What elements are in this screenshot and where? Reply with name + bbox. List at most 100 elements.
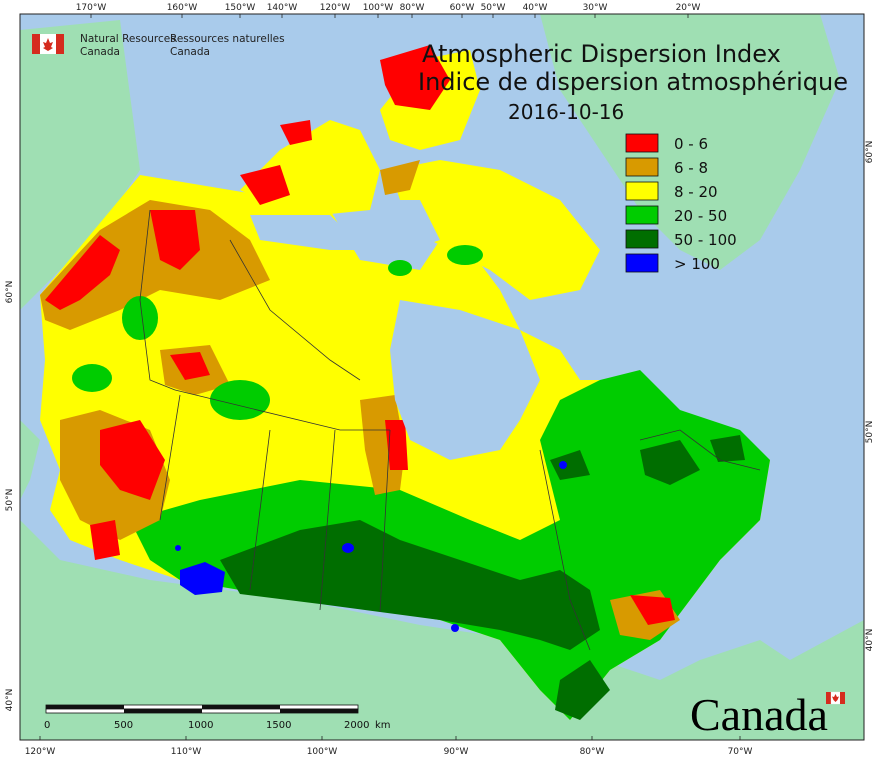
left-tick-label: 40°N (5, 689, 15, 712)
agency-fr-line1: Ressources naturelles (170, 33, 285, 45)
zone-20-50-slave-lake (210, 380, 270, 420)
zone-20-50-arctic-spot (388, 260, 412, 276)
legend-swatch (625, 253, 659, 273)
agency-fr-line2: Canada (170, 46, 210, 58)
legend-swatch (625, 205, 659, 225)
scale-seg-1 (46, 705, 124, 709)
right-tick-labels: 60°N 50°N 40°N (865, 141, 875, 652)
scale-label-0: 0 (44, 720, 50, 731)
nwt-south-boundary (174, 389, 390, 431)
arctic-channel-east (380, 200, 440, 250)
scale-label-1000: 1000 (188, 720, 213, 731)
hudson-bay (390, 300, 540, 460)
bottom-tick-labels: 120°W 110°W 100°W 90°W 80°W 70°W (25, 736, 753, 757)
bottom-tick-label: 70°W (728, 747, 753, 757)
legend-label: 6 - 8 (674, 159, 708, 177)
wordmark-flag-right (840, 692, 845, 704)
bottom-tick-label: 90°W (444, 747, 469, 757)
top-tick-label: 30°W (583, 3, 608, 13)
canada-index-regions (40, 45, 770, 720)
legend-label: 20 - 50 (674, 207, 727, 225)
zone-0-6-banks (240, 165, 290, 205)
zone-gt-100-alberta (180, 562, 225, 595)
right-tick-label: 50°N (865, 421, 875, 444)
legend-swatch (625, 133, 659, 153)
top-tick-label: 20°W (676, 3, 701, 13)
bottom-tick-label: 100°W (307, 747, 338, 757)
zone-0-6-yukon-coast (45, 235, 120, 310)
zone-50-100-ontario-south (555, 660, 610, 720)
title-date: 2016-10-16 (508, 100, 624, 124)
agency-en-line2: Canada (80, 46, 120, 58)
top-tick-label: 120°W (320, 3, 351, 13)
canada-wordmark: Canada (690, 689, 845, 740)
zone-50-100-jamesbay (550, 450, 590, 480)
legend-label: 0 - 6 (674, 135, 708, 153)
zone-50-100-quebec (640, 440, 700, 485)
zone-0-6-mackenzie (150, 210, 200, 270)
top-tick-label: 150°W (225, 3, 256, 13)
bottom-tick-label: 110°W (171, 747, 202, 757)
pacific-coast-land (20, 420, 40, 500)
left-tick-label: 60°N (5, 281, 15, 304)
scale-label-1500: 1500 (266, 720, 291, 731)
wordmark-maple-leaf-icon (832, 694, 839, 702)
map-border (19, 13, 865, 741)
legend-label: 50 - 100 (674, 231, 737, 249)
zone-gt-100-jamesbay (559, 461, 567, 469)
nrcan-signature: Natural Resources Canada Ressources natu… (32, 33, 285, 58)
bottom-tick-label: 80°W (580, 747, 605, 757)
right-tick-label: 40°N (865, 629, 875, 652)
nunavut-boundary (229, 239, 361, 381)
legend-label: 8 - 20 (674, 183, 718, 201)
alaska-land (20, 20, 140, 310)
zone-0-6-bc-south (90, 520, 120, 560)
quebec-labrador-boundary (639, 429, 761, 471)
scale-seg-2 (124, 709, 202, 713)
left-tick-label: 50°N (5, 489, 15, 512)
zone-0-6-hudson-coast (385, 420, 408, 470)
scale-seg-4 (280, 709, 358, 713)
zone-0-6-arctic-island (280, 120, 312, 145)
scale-bar: 0 500 1000 1500 2000 km (44, 704, 391, 731)
top-tick-label: 40°W (523, 3, 548, 13)
zone-0-6-bc (100, 420, 165, 500)
top-tick-label: 60°W (450, 3, 475, 13)
manitoba-ontario-boundary (379, 429, 391, 613)
scale-seg-3 (202, 705, 280, 709)
legend-swatch (625, 181, 659, 201)
right-tick-label: 60°N (865, 141, 875, 164)
baffin-island (390, 160, 600, 300)
usa-land (20, 520, 864, 740)
scale-label-500: 500 (114, 720, 133, 731)
zone-20-50-yukon-spot (122, 296, 158, 340)
zone-50-100-labrador (710, 435, 745, 462)
bottom-tick-label: 120°W (25, 747, 56, 757)
title-line2: Indice de dispersion atmosphérique (418, 68, 848, 96)
legend: 0 - 6 6 - 8 8 - 20 20 - 50 50 - 100 > 100 (625, 133, 737, 273)
wordmark-text: Canada (690, 689, 828, 740)
scale-unit: km (375, 720, 391, 731)
arctic-channel (250, 215, 365, 250)
zone-0-6-ellesmere (380, 45, 450, 110)
maple-leaf-icon (43, 38, 53, 51)
province-boundaries (139, 209, 761, 651)
top-tick-label: 100°W (363, 3, 394, 13)
zone-20-50-baffin-spot (447, 245, 483, 265)
wordmark-flag-left (826, 692, 831, 704)
alberta-sask-boundary (249, 429, 271, 591)
zone-gt-100-ontario (451, 624, 459, 632)
title-line1: Atmospheric Dispersion Index (422, 40, 781, 68)
bc-alberta-boundary (159, 394, 181, 521)
ontario-quebec-boundary (539, 449, 591, 651)
greenland-land (540, 14, 840, 270)
legend-swatch (625, 229, 659, 249)
zone-6-8-arctic (380, 160, 420, 195)
sask-manitoba-boundary (319, 429, 336, 611)
zone-gt-100-saskatchewan (342, 543, 354, 553)
top-tick-label: 140°W (267, 3, 298, 13)
zone-0-6-nwt (170, 352, 210, 380)
legend-swatch (625, 157, 659, 177)
